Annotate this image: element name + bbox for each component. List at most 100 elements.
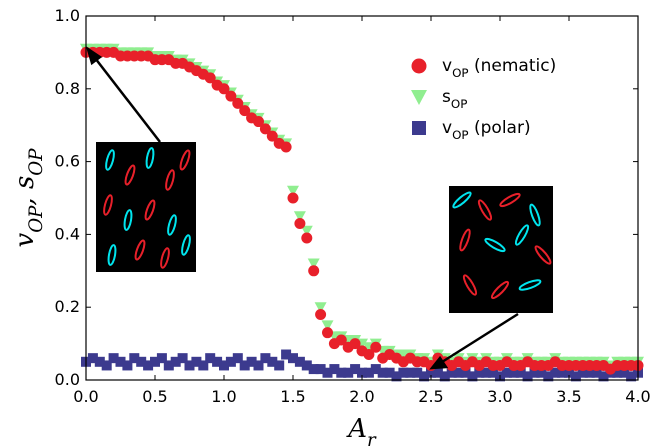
point [474, 367, 485, 378]
point [232, 97, 244, 109]
point [301, 232, 313, 244]
x-tick-label: 3.5 [556, 387, 581, 406]
point [564, 367, 574, 378]
point [577, 367, 588, 378]
point [253, 116, 264, 128]
point [322, 327, 333, 339]
point [398, 367, 409, 378]
legend-marker [412, 121, 426, 135]
point [274, 360, 285, 371]
point [191, 356, 202, 367]
point [557, 367, 568, 378]
point [363, 349, 375, 361]
point [315, 308, 327, 320]
point [253, 360, 264, 371]
marks [80, 43, 644, 382]
point [405, 367, 416, 378]
point [239, 105, 251, 117]
point [322, 367, 333, 378]
point [122, 360, 133, 371]
point [370, 341, 382, 353]
legend-label: vOP (polar) [442, 118, 531, 142]
x-tick-label: 2.0 [349, 387, 374, 406]
point [508, 367, 519, 378]
point [522, 371, 533, 382]
point [543, 371, 554, 382]
point [439, 371, 450, 382]
point [350, 364, 361, 375]
point [619, 367, 630, 378]
point [301, 360, 312, 371]
point [308, 364, 319, 375]
point [598, 371, 609, 382]
point [591, 367, 602, 378]
x-tick-label: 2.5 [418, 387, 443, 406]
x-tick-label: 4.0 [625, 387, 650, 406]
point [150, 356, 160, 367]
point [426, 367, 436, 378]
y-axis-label: vOP, sOP [10, 148, 47, 248]
x-tick-label: 1.0 [211, 387, 236, 406]
point [266, 130, 278, 142]
inset-left [96, 142, 196, 272]
y-tick-label: 0.4 [55, 224, 80, 243]
point [143, 360, 154, 371]
point [246, 356, 257, 367]
point [280, 141, 292, 153]
y-tick-label: 0.0 [55, 370, 80, 389]
point [212, 356, 223, 367]
point [225, 356, 236, 367]
point [321, 320, 334, 332]
x-axis-label: Ar [346, 414, 377, 448]
point [412, 367, 423, 378]
point [219, 360, 229, 371]
point [170, 356, 181, 367]
point [94, 356, 105, 367]
point [329, 364, 340, 375]
point [343, 367, 354, 378]
point [293, 211, 306, 223]
x-tick-label: 0.5 [142, 387, 167, 406]
point [570, 371, 581, 382]
point [336, 367, 347, 378]
arrows [85, 46, 519, 370]
point [453, 367, 464, 378]
point [281, 349, 292, 360]
point [515, 367, 526, 378]
inset-right [449, 186, 553, 313]
point [307, 258, 320, 270]
x-tick-label: 3.0 [487, 387, 512, 406]
point [612, 367, 623, 378]
point [101, 360, 112, 371]
x-tick-label: 1.5 [280, 387, 305, 406]
point [460, 367, 471, 378]
legend-marker [411, 90, 427, 105]
point [259, 123, 271, 135]
point [529, 367, 540, 378]
point [129, 353, 140, 364]
y-tick-label: 0.8 [55, 78, 80, 97]
point [225, 90, 237, 102]
point [163, 360, 174, 371]
point [177, 353, 188, 364]
point [432, 367, 443, 378]
point [314, 302, 327, 314]
point [115, 356, 126, 367]
point [377, 367, 388, 378]
point [108, 353, 119, 364]
point [239, 360, 250, 371]
point [198, 360, 209, 371]
point [584, 367, 595, 378]
point [391, 371, 402, 382]
legend-label: vOP (nematic) [442, 56, 556, 80]
point [184, 360, 195, 371]
point [204, 72, 216, 84]
point [357, 367, 367, 378]
point [481, 367, 492, 378]
point [335, 334, 347, 346]
point [363, 367, 374, 378]
point [349, 338, 361, 350]
y-tick-label: 0.2 [55, 297, 80, 316]
point [294, 356, 305, 367]
